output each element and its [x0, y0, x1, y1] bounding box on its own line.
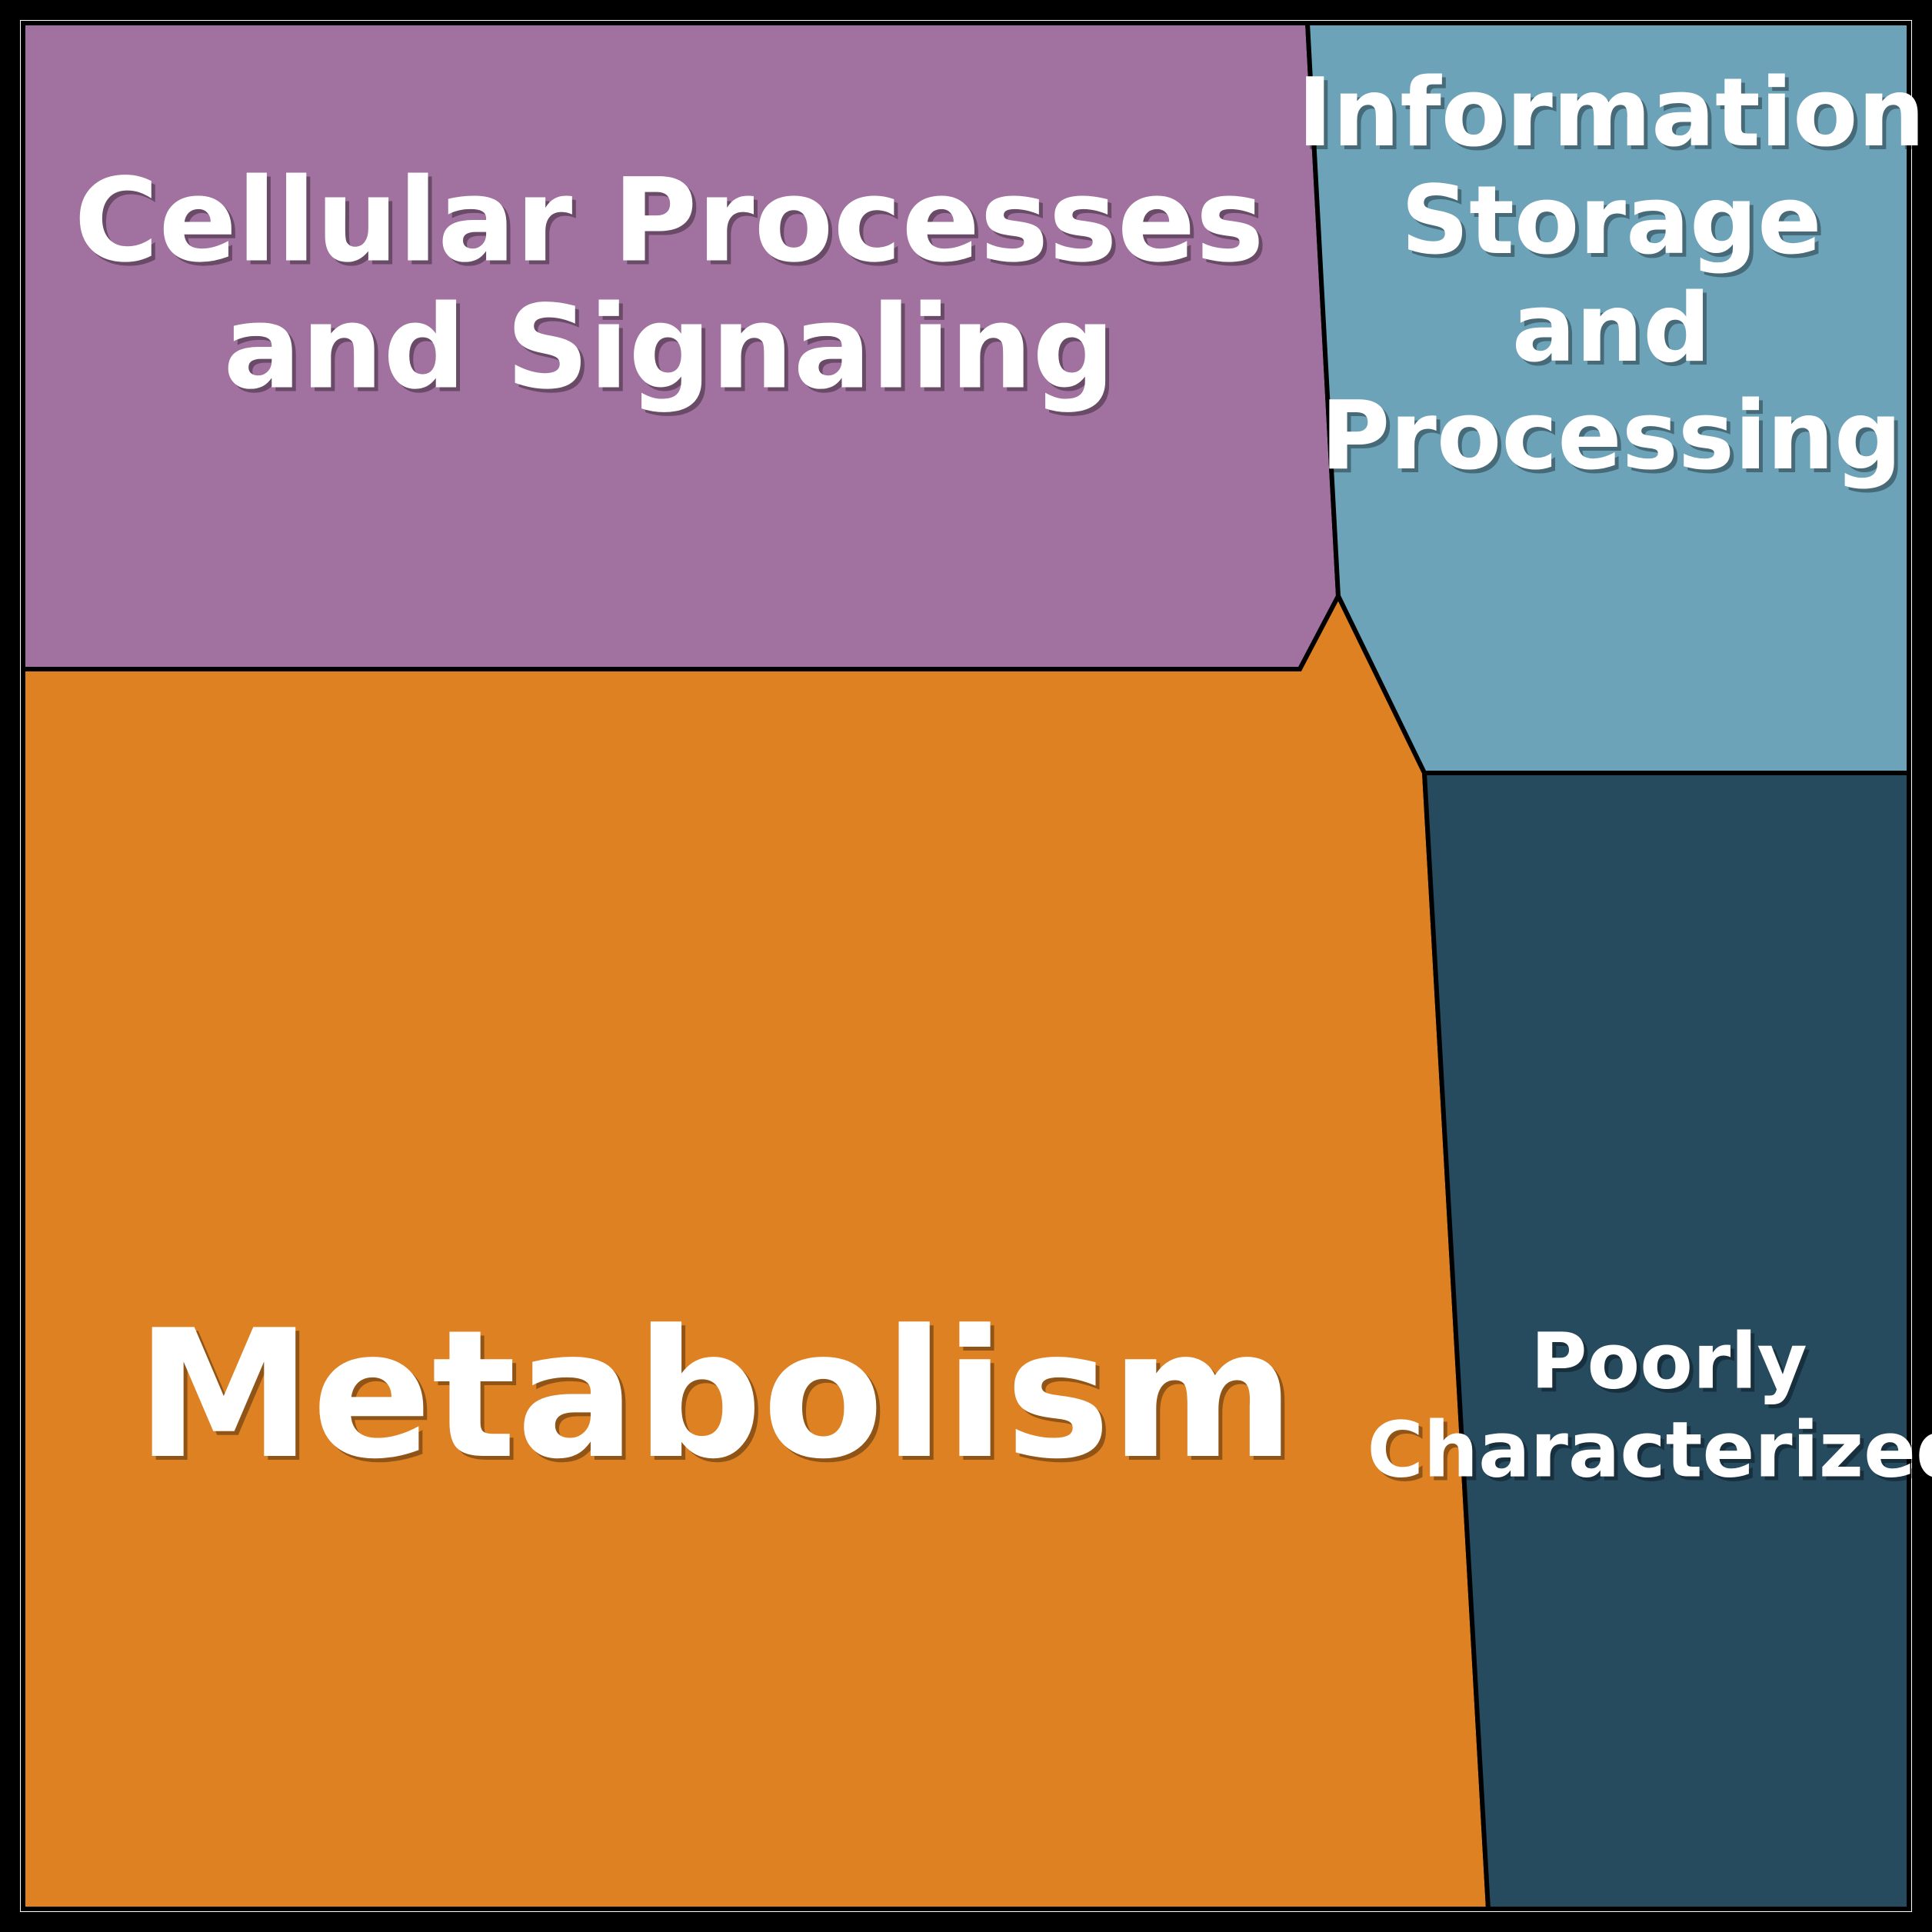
- cell-label-cellular: Cellular Processesand Signaling: [74, 155, 1264, 415]
- cell-label-metabolism: Metabolism: [136, 1293, 1295, 1498]
- cell-metabolism: [23, 596, 1488, 1909]
- voronoi-treemap: Cellular Processesand SignalingCellular …: [0, 0, 1932, 1932]
